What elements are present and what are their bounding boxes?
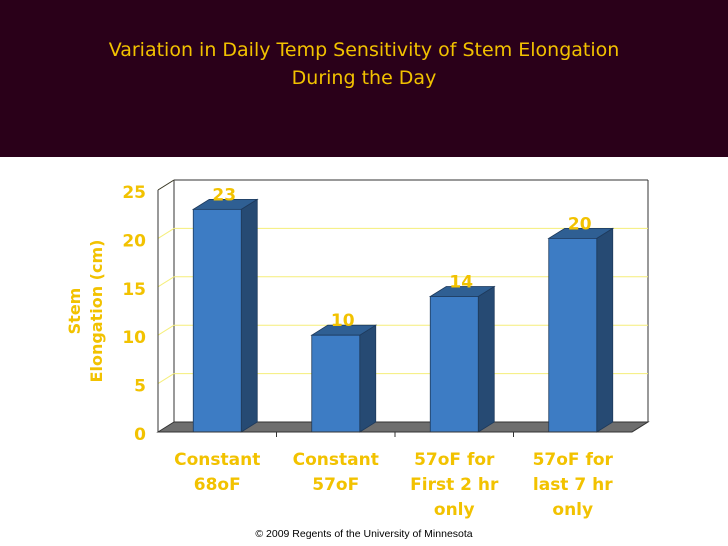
bar-value-label: 10 [331,311,355,331]
x-category-label: 57oF for [414,450,495,470]
bar-side [240,198,258,433]
y-axis-label-line-2: Elongation (cm) [87,240,106,383]
x-category-label: First 2 hr [410,475,499,495]
x-category-label: Constant [174,450,260,470]
x-category-label: 57oF for [533,450,614,470]
y-tick-label: 15 [122,280,146,300]
copyright-text: © 2009 Regents of the University of Minn… [255,528,473,540]
bar [192,208,242,433]
bar-chart: 0 5 10 15 20 25 Stem Elongation (cm) 23 Constant 6… [65,179,650,520]
slide-title: Variation in Daily Temp Sensitivity of S… [0,36,728,92]
x-category-label: only [434,500,475,520]
bar [311,334,361,433]
y-tick-label: 20 [122,231,146,251]
bar-value-label: 20 [568,214,592,234]
y-axis-label-line-1: Stem [65,288,84,335]
gridline-side [157,324,175,336]
bar-side [477,285,495,433]
y-tick-label: 10 [122,328,146,348]
bar [548,238,598,433]
y-tick-label: 5 [134,377,146,397]
x-category-label: 57oF [312,475,359,495]
x-category-label: Constant [293,450,379,470]
bar-side [596,227,614,433]
title-banner [0,0,728,157]
x-category-label: 68oF [194,475,241,495]
y-tick-label: 0 [134,425,146,445]
bar-value-label: 23 [212,185,236,205]
x-category-label: only [552,500,593,520]
gridline-side [157,373,175,385]
y-axis-top-edge [157,179,175,191]
bar-side [359,324,377,433]
bar-value-label: 14 [449,272,473,292]
x-category-label: last 7 hr [533,475,613,495]
y-tick-label: 25 [122,183,146,203]
gridline-side [157,227,175,239]
bar [429,296,479,433]
title-line-2: During the Day [291,67,437,89]
gridline-side [157,276,175,288]
title-line-1: Variation in Daily Temp Sensitivity of S… [108,39,620,61]
